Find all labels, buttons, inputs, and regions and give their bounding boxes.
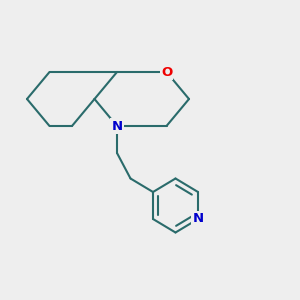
Text: N: N xyxy=(111,119,123,133)
Text: N: N xyxy=(192,212,204,226)
Text: O: O xyxy=(161,65,172,79)
